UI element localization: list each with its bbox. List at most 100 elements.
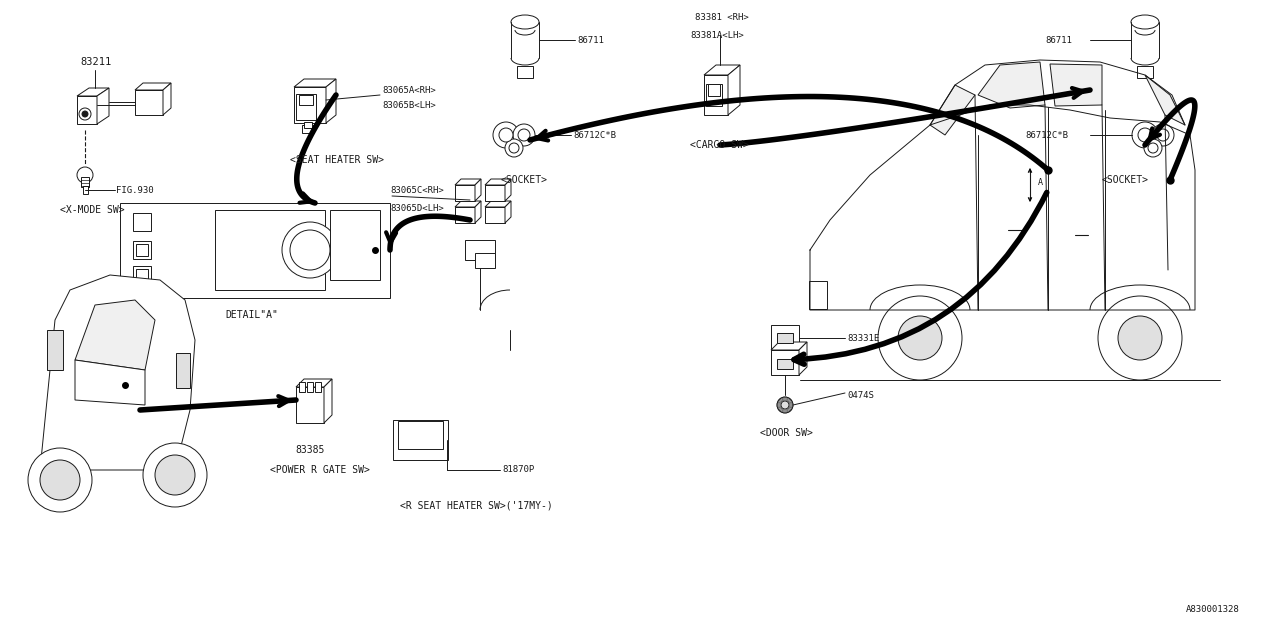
Circle shape [1132, 122, 1158, 148]
Text: 83385: 83385 [294, 445, 324, 455]
Text: 86712C*B: 86712C*B [573, 131, 616, 140]
Polygon shape [76, 360, 145, 405]
Polygon shape [76, 300, 155, 370]
Circle shape [1138, 128, 1152, 142]
Text: <SOCKET>: <SOCKET> [1102, 175, 1148, 185]
Bar [809, 281, 827, 309]
Polygon shape [163, 83, 172, 115]
Bar [1137, 66, 1153, 78]
Circle shape [513, 124, 535, 146]
Text: 86711: 86711 [577, 35, 604, 45]
Polygon shape [454, 179, 481, 185]
Polygon shape [454, 207, 475, 223]
Polygon shape [704, 65, 740, 75]
Polygon shape [296, 379, 332, 387]
Text: A830001328: A830001328 [1187, 605, 1240, 614]
Polygon shape [326, 79, 337, 123]
Text: 83211: 83211 [81, 57, 111, 67]
Polygon shape [1146, 75, 1185, 125]
Circle shape [81, 170, 90, 180]
Circle shape [1148, 143, 1158, 153]
Bar [393, 420, 448, 460]
Polygon shape [485, 207, 506, 223]
Bar [300, 95, 314, 105]
Text: 83381A<LH>: 83381A<LH> [690, 31, 744, 40]
Polygon shape [294, 87, 326, 123]
Polygon shape [799, 342, 806, 375]
Text: 83381 <RH>: 83381 <RH> [695, 13, 749, 22]
Bar [133, 241, 151, 259]
Circle shape [79, 108, 91, 120]
Bar [82, 186, 87, 194]
Polygon shape [485, 201, 511, 207]
Circle shape [1117, 316, 1162, 360]
Polygon shape [931, 85, 975, 135]
Text: 86712C*B: 86712C*B [1025, 131, 1068, 140]
Bar [707, 84, 722, 106]
Polygon shape [134, 90, 163, 115]
Bar [465, 240, 495, 260]
Circle shape [282, 222, 338, 278]
Polygon shape [454, 185, 475, 201]
Bar [177, 353, 189, 387]
Circle shape [499, 128, 513, 142]
Polygon shape [485, 179, 511, 185]
Circle shape [506, 139, 524, 157]
Text: <SOCKET>: <SOCKET> [500, 175, 548, 185]
Polygon shape [1050, 64, 1102, 106]
Bar [120, 202, 390, 298]
Circle shape [82, 111, 88, 117]
Text: 81870P: 81870P [502, 465, 534, 474]
Text: <SEAT HEATER SW>: <SEAT HEATER SW> [291, 155, 384, 165]
Text: 0474S: 0474S [847, 390, 874, 399]
Bar [708, 84, 721, 96]
Circle shape [1098, 296, 1181, 380]
Bar [475, 253, 495, 268]
Polygon shape [324, 379, 332, 423]
Bar [777, 333, 794, 343]
Bar [302, 125, 314, 133]
Bar [517, 66, 532, 78]
Polygon shape [485, 185, 506, 201]
Circle shape [509, 143, 518, 153]
Bar [307, 382, 314, 392]
Circle shape [493, 122, 518, 148]
Polygon shape [77, 96, 97, 124]
Bar [133, 213, 151, 231]
Bar [136, 244, 148, 256]
Polygon shape [475, 201, 481, 223]
Circle shape [291, 230, 330, 270]
Text: FIG.930: FIG.930 [116, 186, 154, 195]
Polygon shape [475, 179, 481, 201]
Text: <CARGO SW>: <CARGO SW> [690, 140, 749, 150]
Text: A: A [1038, 177, 1043, 186]
Bar [81, 177, 90, 187]
Text: 83065A<RH>: 83065A<RH> [381, 86, 435, 95]
Circle shape [899, 316, 942, 360]
Circle shape [1157, 129, 1169, 141]
Polygon shape [506, 201, 511, 223]
Text: <R SEAT HEATER SW>('17MY-): <R SEAT HEATER SW>('17MY-) [401, 500, 553, 510]
Text: <DOOR SW>: <DOOR SW> [760, 428, 813, 438]
Polygon shape [728, 65, 740, 115]
Bar [215, 210, 325, 290]
Polygon shape [454, 201, 481, 207]
Text: 83331E: 83331E [847, 333, 879, 342]
Bar [296, 94, 316, 120]
Bar [398, 421, 443, 449]
Polygon shape [771, 350, 799, 375]
Circle shape [155, 455, 195, 495]
Bar [315, 382, 321, 392]
Text: <POWER R GATE SW>: <POWER R GATE SW> [270, 465, 370, 475]
Bar [300, 382, 305, 392]
Circle shape [143, 443, 207, 507]
Polygon shape [97, 88, 109, 124]
Text: 83065C<RH>: 83065C<RH> [390, 186, 444, 195]
Circle shape [40, 460, 81, 500]
Polygon shape [771, 325, 799, 350]
Polygon shape [294, 79, 337, 87]
Circle shape [878, 296, 963, 380]
Text: 83065D<LH>: 83065D<LH> [390, 204, 444, 212]
Polygon shape [40, 275, 195, 470]
Text: <X-MODE SW>: <X-MODE SW> [60, 205, 124, 215]
